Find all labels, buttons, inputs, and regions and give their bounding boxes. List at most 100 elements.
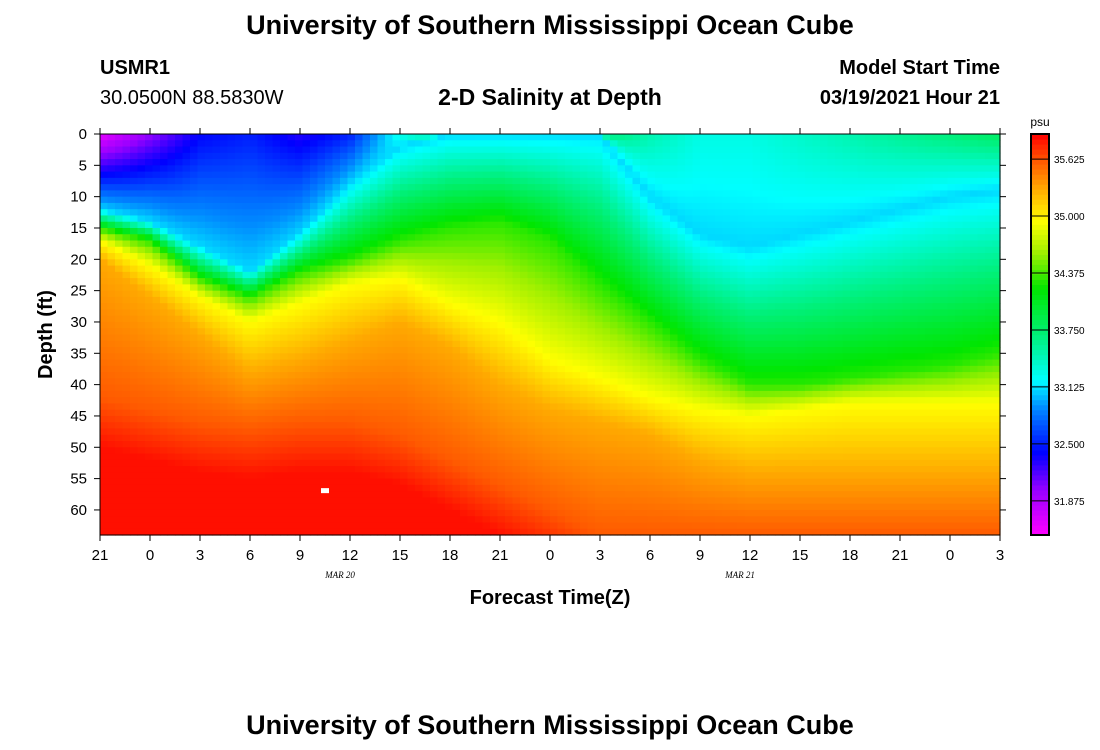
- heatmap-cell: [257, 409, 266, 417]
- heatmap-cell: [640, 278, 649, 285]
- heatmap-cell: [617, 315, 626, 323]
- heatmap-cell: [197, 334, 206, 342]
- heatmap-cell: [422, 372, 431, 379]
- heatmap-cell: [452, 466, 461, 473]
- heatmap-cell: [625, 409, 634, 417]
- heatmap-cell: [392, 215, 401, 223]
- heatmap-cell: [625, 271, 634, 279]
- heatmap-cell: [407, 321, 416, 329]
- heatmap-cell: [130, 134, 139, 141]
- heatmap-cell: [475, 497, 484, 505]
- heatmap-cell: [632, 202, 641, 210]
- heatmap-cell: [122, 384, 131, 392]
- heatmap-cell: [632, 315, 641, 323]
- heatmap-cell: [392, 165, 401, 173]
- heatmap-cell: [317, 397, 326, 405]
- heatmap-cell: [332, 177, 341, 185]
- heatmap-cell: [415, 447, 424, 455]
- heatmap-cell: [205, 522, 214, 530]
- heatmap-cell: [520, 146, 529, 154]
- heatmap-cell: [580, 296, 589, 304]
- heatmap-cell: [617, 359, 626, 367]
- heatmap-cell: [475, 384, 484, 392]
- heatmap-cell: [235, 365, 244, 373]
- heatmap-cell: [385, 265, 394, 273]
- heatmap-cell: [490, 177, 499, 185]
- heatmap-cell: [602, 415, 611, 423]
- heatmap-cell: [625, 334, 634, 342]
- heatmap-cell: [265, 240, 274, 248]
- heatmap-cell: [100, 390, 109, 398]
- heatmap-cell: [407, 497, 416, 505]
- heatmap-cell: [377, 271, 386, 279]
- heatmap-cell: [197, 265, 206, 273]
- heatmap-cell: [467, 478, 476, 486]
- heatmap-cell: [287, 159, 296, 166]
- heatmap-cell: [355, 516, 364, 524]
- heatmap-cell: [565, 522, 574, 530]
- page-title: University of Southern Mississippi Ocean…: [246, 10, 854, 40]
- heatmap-cell: [317, 522, 326, 530]
- heatmap-cell: [145, 478, 154, 486]
- heatmap-cell: [662, 146, 671, 154]
- heatmap-cell: [152, 152, 161, 160]
- heatmap-cell: [625, 278, 634, 285]
- heatmap-cell: [437, 215, 446, 223]
- heatmap-cell: [310, 359, 319, 367]
- heatmap-cell: [287, 240, 296, 248]
- heatmap-cell: [392, 459, 401, 467]
- heatmap-cell: [265, 290, 274, 298]
- heatmap-cell: [557, 453, 566, 461]
- heatmap-cell: [647, 253, 656, 260]
- heatmap-cell: [235, 509, 244, 517]
- heatmap-cell: [182, 528, 191, 536]
- heatmap-cell: [527, 484, 536, 492]
- heatmap-cell: [227, 353, 236, 361]
- heatmap-cell: [347, 340, 356, 348]
- heatmap-cell: [347, 390, 356, 398]
- heatmap-cell: [572, 265, 581, 273]
- heatmap-cell: [550, 196, 559, 204]
- heatmap-cell: [542, 459, 551, 467]
- heatmap-cell: [542, 415, 551, 423]
- heatmap-cell: [377, 246, 386, 254]
- heatmap-cell: [550, 284, 559, 292]
- heatmap-cell: [497, 340, 506, 348]
- heatmap-cell: [257, 378, 266, 386]
- heatmap-cell: [407, 509, 416, 517]
- heatmap-cell: [137, 227, 146, 235]
- heatmap-cell: [272, 472, 281, 480]
- heatmap-cell: [130, 372, 139, 379]
- heatmap-cell: [362, 441, 371, 448]
- heatmap-cell: [535, 177, 544, 185]
- heatmap-cell: [317, 403, 326, 411]
- heatmap-cell: [542, 353, 551, 361]
- heatmap-cell: [107, 390, 116, 398]
- heatmap-cell: [332, 309, 341, 317]
- heatmap-cell: [347, 234, 356, 242]
- heatmap-cell: [520, 165, 529, 173]
- heatmap-cell: [512, 296, 521, 304]
- heatmap-cell: [422, 321, 431, 329]
- heatmap-cell: [647, 290, 656, 298]
- heatmap-cell: [400, 146, 409, 154]
- heatmap-cell: [617, 303, 626, 311]
- heatmap-cell: [400, 434, 409, 442]
- heatmap-cell: [602, 227, 611, 235]
- heatmap-cell: [265, 503, 274, 511]
- heatmap-cell: [145, 516, 154, 524]
- heatmap-cell: [572, 134, 581, 141]
- heatmap-cell: [437, 359, 446, 367]
- heatmap-cell: [160, 328, 169, 336]
- heatmap-cell: [317, 453, 326, 461]
- heatmap-cell: [452, 403, 461, 411]
- heatmap-cell: [595, 234, 604, 242]
- heatmap-cell: [325, 177, 334, 185]
- heatmap-cell: [677, 190, 686, 198]
- heatmap-cell: [280, 390, 289, 398]
- heatmap-cell: [595, 296, 604, 304]
- heatmap-cell: [580, 415, 589, 423]
- heatmap-cell: [542, 259, 551, 267]
- heatmap-cell: [220, 171, 229, 179]
- heatmap-cell: [227, 278, 236, 285]
